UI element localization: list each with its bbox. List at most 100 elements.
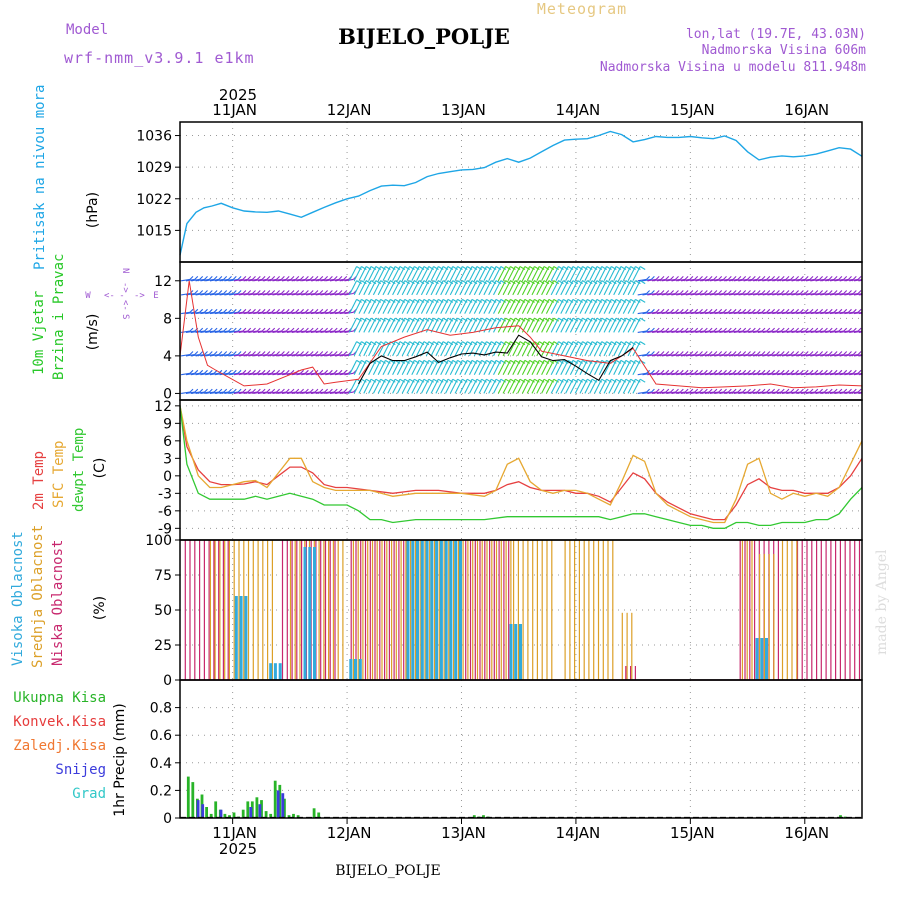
wind-barb [243, 391, 253, 394]
wind-barb-flag [703, 369, 708, 374]
wind-barb-flag [843, 327, 848, 332]
wind-barb [440, 317, 449, 333]
wind-barb [363, 341, 372, 357]
pressure-side-label: Pritisak na nivou mora [32, 85, 48, 270]
wind-barb [195, 372, 205, 376]
wind-barb [560, 280, 569, 296]
wind-barb-flag [295, 388, 300, 393]
wind-barb-flag [343, 388, 348, 393]
wind-barb [608, 280, 617, 296]
wind-barb-flag [843, 369, 848, 374]
panel-frame-pressure [179, 121, 863, 263]
wind-barb-flag [309, 327, 314, 332]
wind-barb-flag [266, 327, 271, 332]
wind-barb [724, 292, 734, 296]
wind-barb [541, 299, 550, 314]
cloud-high-bar [239, 596, 243, 680]
wind-barb [478, 341, 487, 357]
wind-barb-flag [587, 341, 593, 346]
wind-barb [315, 311, 325, 315]
cloud-mid-bar [395, 540, 397, 680]
wind-barb [493, 317, 502, 333]
wind-barb [253, 391, 263, 394]
wind-barb [743, 330, 753, 333]
wind-barb [724, 353, 734, 357]
wind-barb-flag [665, 369, 670, 374]
precip-total-bar [317, 812, 321, 818]
wind-barb [815, 391, 825, 394]
wind-barb-flag [848, 290, 852, 294]
wind-barb [656, 330, 666, 333]
wind-barb [440, 360, 449, 375]
wind-barb-flag [256, 369, 261, 374]
wind-barb [569, 299, 579, 314]
wind-barb [820, 391, 830, 394]
cloud-mid-bar [453, 540, 455, 680]
wind-barb-flag [452, 266, 458, 270]
wind-barb-flag [639, 298, 646, 303]
wind-barb [233, 311, 243, 315]
wind-barb-flag [828, 327, 833, 332]
wind-barb [181, 391, 191, 394]
cloud-mid-bar [476, 540, 479, 680]
wind-barb-flag [442, 266, 449, 270]
cloud-mid-bar [763, 554, 765, 680]
wind-barb-flag [670, 327, 674, 332]
wind-barb [825, 353, 835, 357]
wind-barb [728, 372, 738, 376]
wind-barb-flag [596, 266, 603, 270]
wind-barb [637, 391, 647, 394]
wind-barb [310, 311, 320, 315]
wind-barb-flag [751, 327, 756, 332]
wind-barb [719, 330, 729, 333]
wind-barb [690, 353, 700, 357]
wind-barb-flag [365, 280, 372, 285]
wind-barb-flag [630, 317, 636, 322]
cloud-high-bar [449, 540, 453, 680]
wind-barb-flag [558, 341, 564, 346]
wind-barb-flag [271, 327, 276, 332]
wind-barb [709, 292, 719, 296]
ytick-label-temperature: 3 [163, 451, 172, 467]
wind-barb [478, 378, 487, 394]
cloud-low-bar [844, 540, 846, 680]
wind-barb-flag [309, 276, 314, 280]
wind-barb-flag [857, 327, 862, 332]
wind-barb [478, 299, 487, 314]
wind-barb-flag [665, 276, 670, 280]
wind-barb [257, 391, 267, 394]
wind-barb-flag [514, 359, 521, 364]
wind-barb [695, 311, 705, 315]
wind-barb-flag [843, 276, 848, 280]
wind-barb-flag [204, 276, 208, 280]
wind-barb-flag [305, 290, 309, 294]
wind-barb-flag [651, 369, 655, 374]
wind-barb-flag [776, 290, 780, 294]
wind-barb [661, 311, 671, 315]
wind-barb-flag [723, 369, 727, 374]
wind-barb [839, 372, 849, 376]
precip-total-bar [278, 784, 282, 818]
wind-barb-flag [486, 280, 492, 285]
wind-barb [209, 330, 219, 333]
wind-barb [310, 278, 320, 282]
wind-barb [772, 391, 782, 394]
wind-barb-flag [223, 388, 228, 393]
wind-barb [445, 378, 454, 394]
cloud-high-bar [244, 596, 248, 680]
wind-barb [185, 391, 195, 394]
wind-barb [589, 299, 598, 314]
wind-barb-flag [548, 359, 555, 364]
cloud-mid-bar [481, 540, 483, 680]
wind-barb [545, 266, 555, 282]
wind-barb-flag [305, 369, 309, 374]
wind-barb [569, 280, 579, 296]
wind-barb-flag [848, 327, 852, 332]
ytick-label-clouds: 100 [145, 533, 172, 549]
wind-barb [652, 311, 662, 315]
wind-barb-flag [447, 341, 454, 346]
wind-barb-flag [771, 351, 775, 355]
cloud-mid-bar [233, 540, 235, 680]
wind-barb-flag [660, 290, 665, 294]
wind-barb-flag [199, 351, 204, 355]
